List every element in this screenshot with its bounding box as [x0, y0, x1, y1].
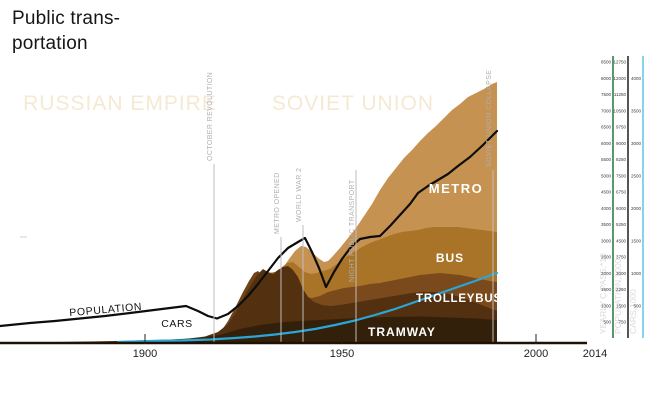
cars-axis-tick-label: 1500 — [631, 238, 642, 243]
ridership-axis-tick-label: 7500 — [601, 92, 612, 97]
ridership-axis-tick-label: 6500 — [601, 125, 612, 130]
population-axis-label: POPULATION,1000 — [613, 258, 623, 334]
population-axis-tick-label: 11250 — [614, 92, 627, 97]
population-axis-tick-label: 750 — [618, 320, 626, 325]
cars-line — [116, 271, 499, 344]
cars-axis-tick-label: 500 — [633, 303, 641, 308]
tramway-dark-strip — [0, 316, 497, 343]
cars-axis-tick-label: 3500 — [631, 108, 642, 113]
x-tick-2014-label: 2014 — [583, 348, 607, 360]
ridership-axis-tick-label: 1000 — [601, 303, 612, 308]
population-axis-tick-label: 12750 — [613, 60, 626, 65]
metro-label: METRO — [429, 181, 483, 196]
ridership-axis-tick-label: 5500 — [601, 157, 612, 162]
cars-axis-tick-label: 2000 — [631, 206, 642, 211]
bus-label: BUS — [436, 251, 464, 265]
x-tick-1950-label: 1950 — [330, 348, 354, 360]
x-tick-1900-label: 1900 — [133, 348, 157, 360]
population-axis-tick-label: 5250 — [616, 222, 627, 227]
population-axis-tick-label: 6000 — [616, 206, 627, 211]
event-october-revolution-label: OCTOBER REVOLUTION — [207, 72, 214, 161]
era-label-russian-empire: RUSSIAN EMPIRE — [23, 92, 217, 115]
ridership-axis-tick-label: 5000 — [601, 173, 612, 178]
cars-axis-tick-label: 3000 — [631, 141, 642, 146]
ridership-axis-label: YEARLY C.PASS,*10 — [598, 253, 608, 334]
population-axis-tick-label: 10500 — [613, 108, 626, 113]
event-soviet-union-collapse-label: SOVIET UNION COLLAPSE — [486, 70, 493, 167]
page-title-line2: portation — [12, 33, 88, 55]
ridership-axis-tick-label: 500 — [603, 320, 611, 325]
population-axis-tick-label: 7500 — [616, 173, 627, 178]
population-line — [0, 129, 499, 328]
population-axis-tick-label: 4500 — [616, 238, 627, 243]
population-axis-tick-label: 12000 — [613, 76, 626, 81]
page-title: Public trans- portation — [12, 6, 120, 56]
ridership-axis-tick-label: 8500 — [601, 60, 612, 65]
page-title-line1: Public trans- — [12, 8, 121, 29]
population-axis-tick-label: 9750 — [616, 125, 627, 130]
population-axis-tick-label: 2250 — [616, 287, 627, 292]
population-axis-tick-label: 1500 — [616, 303, 627, 308]
tramway-label: TRAMWAY — [368, 325, 436, 339]
cars-axis-tick-label: 1000 — [631, 271, 642, 276]
ridership-axis-tick-label: 4500 — [601, 190, 612, 195]
population-axis-tick-label: 3750 — [616, 255, 627, 260]
era-label-soviet-union: SOVIET UNION — [272, 92, 434, 115]
ridership-axis-tick-label: 2000 — [601, 271, 612, 276]
cars-axis-label: CARS,1000 — [628, 289, 638, 334]
population-axis-tick-label: 8250 — [616, 157, 627, 162]
ridership-axis-tick-label: 8000 — [601, 76, 612, 81]
event-world-war-2-label: WORLD WAR 2 — [296, 168, 303, 222]
ridership-axis-tick-label: 4000 — [601, 206, 612, 211]
cars-axis-tick-label: 2500 — [631, 173, 642, 178]
ridership-axis-tick-label: 7000 — [601, 108, 612, 113]
event-metro-opened-label: METRO OPENED — [274, 172, 281, 234]
population-axis-tick-label: 9000 — [616, 141, 627, 146]
cars-axis-tick-label: 4000 — [631, 76, 642, 81]
ridership-axis-tick-label: 2500 — [601, 255, 612, 260]
ridership-axis-tick-label: 3500 — [601, 222, 612, 227]
ridership-axis-tick-label: 3000 — [601, 238, 612, 243]
event-night-public-transport-label: NIGHT PUBLIC TRANSPORT — [349, 179, 356, 282]
ridership-axis-tick-label: 1500 — [601, 287, 612, 292]
population-axis-tick-label: 3000 — [616, 271, 627, 276]
x-tick-2000-label: 2000 — [524, 348, 548, 360]
trolleybus-label: TROLLEYBUS — [416, 293, 502, 305]
population-axis-tick-label: 6750 — [616, 190, 627, 195]
ridership-axis-tick-label: 6000 — [601, 141, 612, 146]
cars-label: CARS — [161, 318, 193, 330]
